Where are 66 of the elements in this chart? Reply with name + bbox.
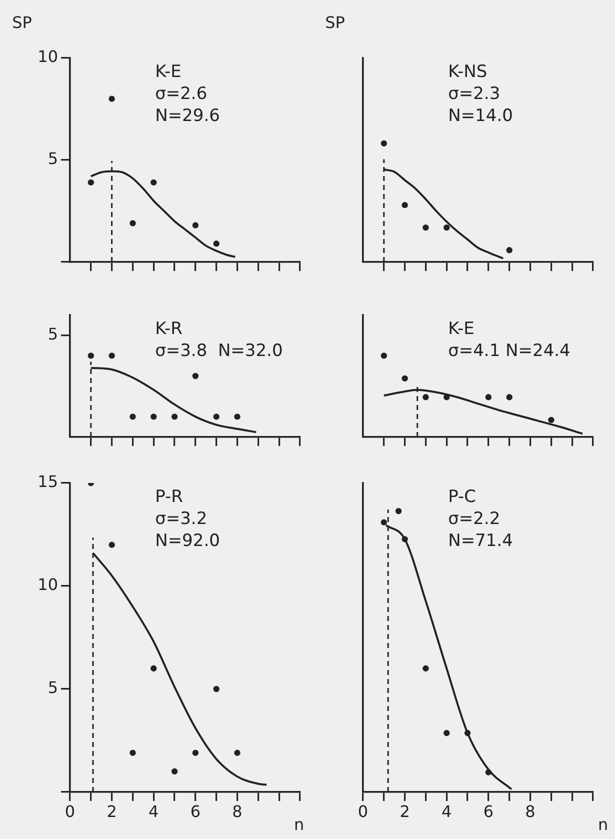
x-tick-label: 4 (148, 802, 159, 821)
point (402, 202, 408, 208)
x-axis-title: n (294, 815, 304, 834)
point (380, 519, 388, 526)
point (444, 224, 450, 231)
x-tick-label: 8 (525, 802, 536, 821)
point (506, 394, 512, 400)
x-axis-title: n (598, 815, 608, 834)
point (506, 247, 512, 254)
point (485, 769, 492, 776)
text: K-R (155, 318, 183, 339)
x-tick-label: 8 (232, 802, 242, 821)
point (213, 240, 220, 247)
point (422, 665, 429, 672)
point (380, 352, 388, 359)
annotation: σ=3.2 (155, 508, 208, 529)
point (422, 394, 429, 400)
y-axis-title: SP (12, 13, 32, 32)
text: P-C (448, 486, 476, 507)
x-tick-label: 2 (106, 802, 117, 821)
x-tick-label: 4 (442, 802, 452, 821)
annotation: K-E (155, 62, 182, 82)
x-tick-label: 6 (190, 802, 201, 821)
point (548, 416, 554, 424)
text: N=14.0 (448, 106, 513, 126)
point (192, 222, 199, 228)
x-tick-label: 0 (64, 802, 76, 821)
y-tick-label: 5 (48, 149, 58, 168)
point (108, 542, 115, 548)
x-tick-label: 0 (358, 802, 368, 821)
x-tick-label: 2 (400, 802, 410, 821)
y-tick-label: 10 (38, 47, 58, 66)
point (464, 730, 471, 736)
point (108, 96, 115, 102)
annotation: N=29.6 (155, 106, 220, 126)
annotation: N=92.0 (155, 530, 220, 551)
point (150, 179, 157, 186)
y-tick-label: 15 (38, 472, 58, 492)
annotation: σ=4.1 N=24.4 (448, 340, 570, 361)
text: K-NS (448, 62, 488, 82)
y-tick-label: 5 (48, 678, 58, 698)
point (422, 224, 429, 231)
x-tick-label: 6 (483, 802, 494, 821)
point (402, 375, 408, 382)
point (171, 768, 178, 774)
y-axis-title: SP (325, 13, 346, 32)
point (395, 508, 402, 514)
point (213, 686, 220, 692)
point (485, 394, 492, 400)
point (150, 665, 157, 672)
point (88, 179, 94, 186)
point (192, 750, 199, 756)
point (130, 220, 136, 226)
annotation: N=71.4 (448, 530, 513, 551)
point (402, 536, 408, 542)
annotation: σ=2.6 (155, 84, 208, 104)
y-tick-label: 10 (38, 575, 58, 594)
annotation: σ=2.2 (448, 508, 500, 529)
point (130, 750, 136, 756)
text: K-E (448, 318, 474, 339)
point (380, 140, 388, 146)
annotation: P-R (155, 486, 184, 507)
text: σ=2.3 (448, 84, 500, 104)
annotation: σ=3.8 N=32.0 (155, 340, 283, 361)
point (234, 750, 240, 756)
point (444, 730, 450, 736)
